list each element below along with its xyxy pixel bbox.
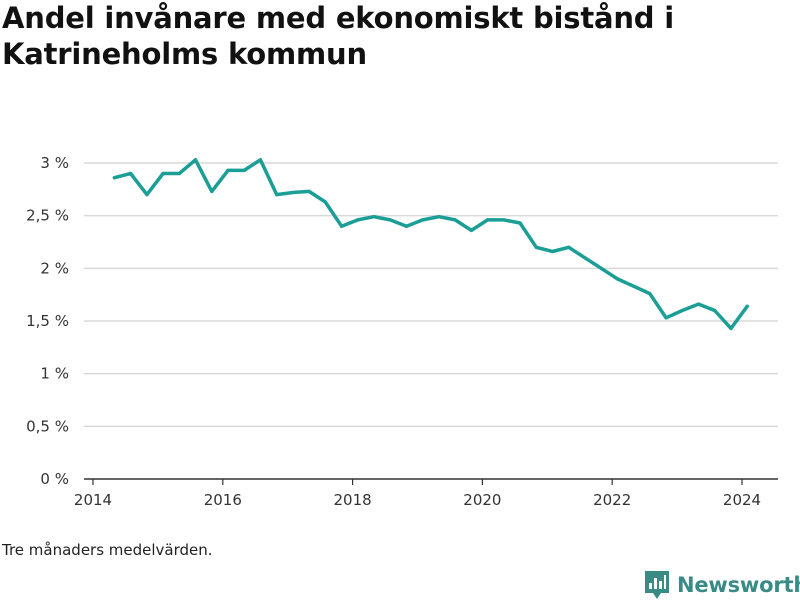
- y-tick-label: 1 %: [40, 365, 69, 383]
- data-point[interactable]: [502, 218, 506, 222]
- data-point[interactable]: [599, 266, 603, 270]
- data-point[interactable]: [258, 158, 263, 162]
- data-point[interactable]: [713, 308, 717, 313]
- footnote: Tre månaders medelvärden.: [2, 541, 213, 559]
- data-point[interactable]: [615, 277, 619, 281]
- y-axis: 0 % 0,5 % 1 % 1,5 % 2 % 2,5 % 3 %: [26, 154, 69, 488]
- x-tick-label: 2020: [463, 491, 501, 509]
- y-tick-label: 2 %: [40, 259, 69, 277]
- brand-name: Newsworthy: [677, 573, 800, 597]
- y-tick-label: 0,5 %: [26, 417, 69, 435]
- y-tick-label: 2,5 %: [26, 207, 69, 225]
- data-point[interactable]: [242, 168, 246, 172]
- grid-lines: [84, 162, 778, 428]
- x-tick-label: 2018: [334, 491, 372, 509]
- data-point[interactable]: [469, 228, 473, 233]
- data-point[interactable]: [372, 215, 376, 219]
- newsworthy-logo-icon: [645, 571, 669, 599]
- data-point[interactable]: [745, 304, 749, 308]
- data-point[interactable]: [729, 326, 733, 330]
- data-point[interactable]: [485, 218, 490, 222]
- y-tick-label: 3 %: [40, 154, 69, 172]
- data-point[interactable]: [210, 189, 214, 194]
- series-line: [112, 158, 749, 331]
- data-point[interactable]: [632, 284, 636, 288]
- series-group: [112, 158, 749, 331]
- data-point[interactable]: [275, 193, 279, 197]
- data-point[interactable]: [453, 218, 457, 222]
- data-point[interactable]: [145, 193, 149, 197]
- data-point[interactable]: [583, 256, 587, 260]
- data-point[interactable]: [437, 215, 441, 219]
- data-point[interactable]: [112, 176, 117, 180]
- data-point[interactable]: [664, 316, 668, 320]
- data-point[interactable]: [388, 218, 392, 222]
- x-tick-label: 2014: [74, 491, 112, 509]
- data-point[interactable]: [567, 245, 571, 249]
- data-point[interactable]: [129, 171, 133, 176]
- chart-title: Andel invånare med ekonomiskt bistånd i …: [2, 1, 675, 71]
- x-axis: 2014 2016 2018 2020 2022 2024: [74, 478, 778, 509]
- x-tick-label: 2024: [723, 491, 761, 509]
- data-point[interactable]: [193, 158, 198, 162]
- data-point[interactable]: [161, 171, 165, 176]
- data-point[interactable]: [404, 224, 409, 228]
- data-point[interactable]: [177, 171, 181, 176]
- data-point[interactable]: [356, 218, 360, 222]
- data-point[interactable]: [534, 245, 538, 249]
- x-tick-label: 2022: [593, 491, 631, 509]
- data-point[interactable]: [291, 190, 295, 195]
- y-tick-label: 1,5 %: [26, 312, 69, 330]
- data-point[interactable]: [550, 249, 555, 254]
- data-point[interactable]: [307, 189, 311, 194]
- brand-logo[interactable]: Newsworthy: [644, 570, 800, 600]
- data-point[interactable]: [518, 221, 522, 225]
- data-point[interactable]: [680, 308, 684, 313]
- data-point[interactable]: [226, 168, 230, 172]
- data-point[interactable]: [323, 200, 327, 204]
- data-point[interactable]: [648, 292, 652, 296]
- y-tick-label: 0 %: [40, 470, 69, 488]
- data-point[interactable]: [339, 224, 344, 228]
- data-point[interactable]: [696, 302, 701, 306]
- x-tick-label: 2016: [204, 491, 242, 509]
- data-point[interactable]: [421, 218, 425, 222]
